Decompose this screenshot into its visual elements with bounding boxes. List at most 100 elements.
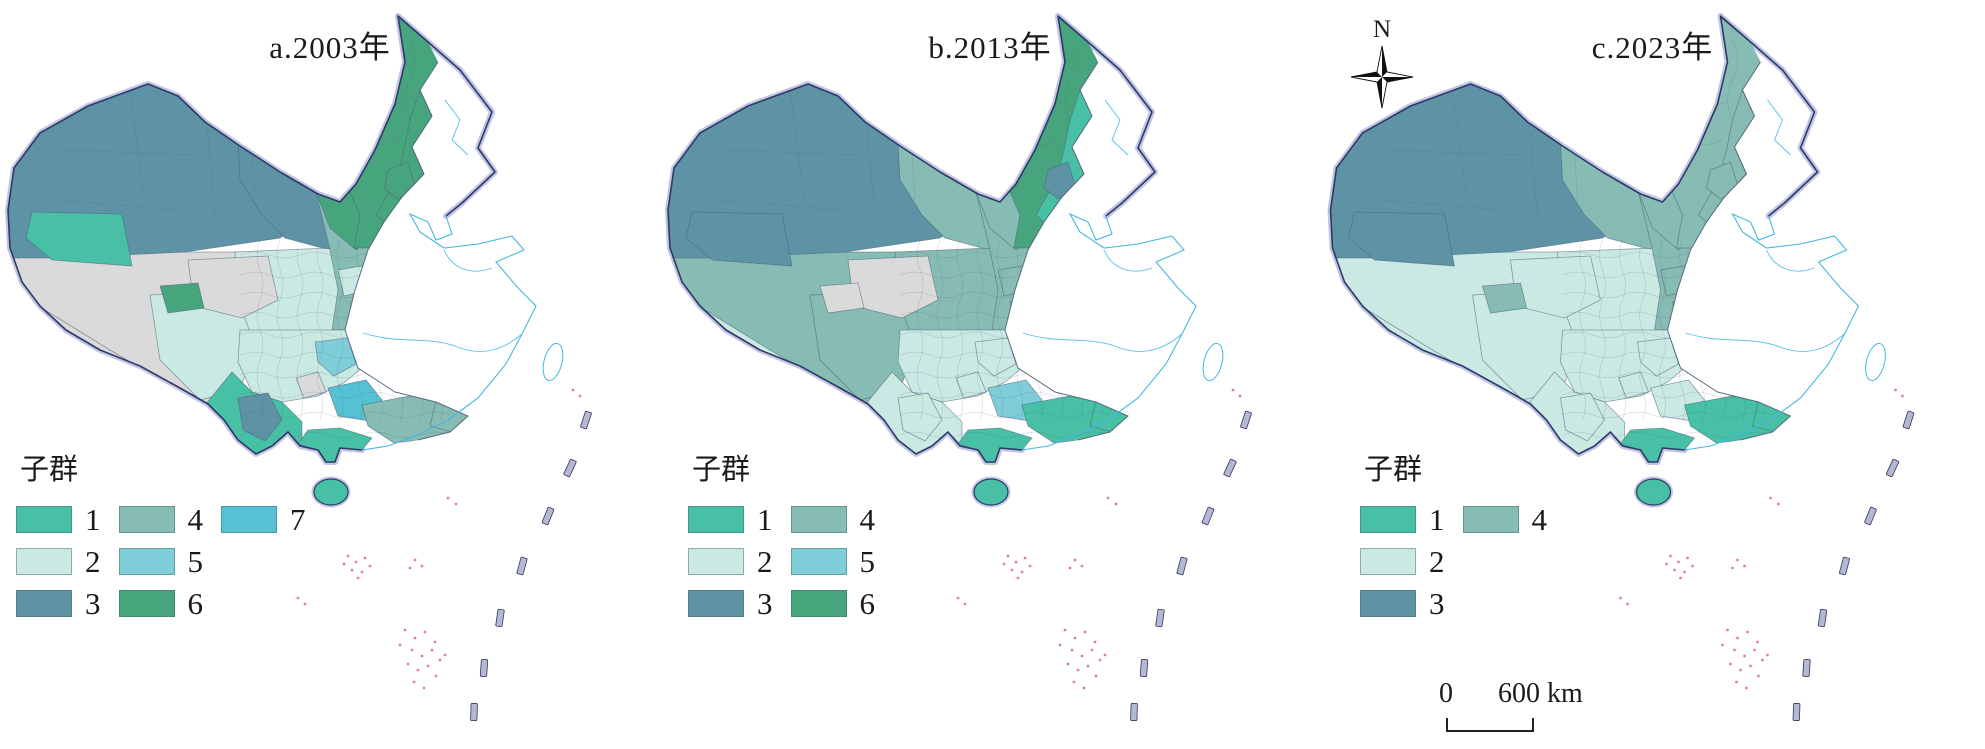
island-dot [1073,636,1077,640]
nine-dash-segment [470,703,478,721]
region-qaidam_small [1481,282,1527,314]
hainan-island [313,478,349,506]
island-dot [1766,653,1769,657]
island-dot [1106,496,1110,500]
north-arrow: N [1344,17,1420,117]
island-dot [1626,602,1629,606]
legend-item-cluster-7: 7 [221,504,306,535]
taiwan-island [542,342,564,382]
island-dot [1743,654,1746,658]
island-dot [1068,566,1072,570]
legend-item-cluster-3: 3 [16,588,101,619]
legend-swatch [118,506,175,533]
island-dot [1736,558,1739,562]
island-dot [1726,628,1729,632]
island-dot [438,658,442,662]
island-dot [1753,648,1756,652]
map-panel-2013: b.2013年 子群 1 2 3 4 5 6 [660,0,1320,749]
legend-swatch [790,590,847,617]
island-dot [1058,643,1062,647]
island-dot [956,596,960,600]
island-dot [1090,648,1094,652]
legend-column: 4 [1462,504,1547,617]
legend-label: 5 [859,544,876,579]
legend-item-cluster-6: 6 [118,588,203,619]
island-dot [356,576,360,580]
island-dot [1094,674,1098,678]
legend-label: 5 [187,544,204,579]
scale-bracket [1446,718,1534,732]
island-dot [1098,658,1102,662]
scale-start-label: 0 [1439,678,1453,709]
legend-label: 2 [85,544,101,579]
island-dot [1686,556,1689,560]
island-dot [1721,643,1724,647]
island-dot [1073,558,1077,562]
island-dot [1665,562,1668,566]
legend-item-cluster-2: 2 [688,546,773,577]
island-dot [1736,636,1739,640]
region-south_gray_blob [955,371,987,399]
legend-column: 4 5 6 [790,504,876,619]
panel-title-2003: a.2003年 [269,30,391,65]
region-sichuan_basin_patch [314,337,357,377]
hainan-island [1635,478,1672,506]
legend-swatch [118,590,175,617]
legend-grid: 1 2 3 4 [1360,504,1547,619]
region-xinjiang_sw [1348,211,1455,267]
legend-label: 3 [757,586,773,621]
nine-dash-segment [1885,458,1900,478]
hainan-island [973,478,1009,506]
island-dot [368,564,372,568]
legend-item-cluster-4: 4 [1462,504,1547,535]
compass-rose-icon [1350,45,1414,109]
legend-swatch [16,590,72,617]
rivers [1022,99,1183,352]
nine-dash-segment [541,506,555,526]
island-dot [350,568,354,572]
study-area-edge [1666,61,1792,441]
island-dot [412,680,416,684]
region-yunnan_steel [897,392,943,442]
panel-title-2023: c.2023年 [1591,30,1714,65]
nine-dash-segment [1240,410,1252,430]
legend-item-cluster-3: 3 [1360,588,1445,619]
island-dot [1777,502,1780,506]
region-yunnan_steel [1560,392,1605,442]
legend-item-cluster-3: 3 [688,586,773,621]
island-dot [1669,554,1672,558]
legend-swatch [1360,548,1416,575]
island-dot [571,388,575,392]
region-south_gray_blob [295,371,327,399]
coastline [361,212,537,451]
island-dot [1761,658,1764,662]
region-south_gray_blob [1617,371,1650,399]
national-border [667,15,1156,463]
region-sichuan_basin_patch [1637,337,1679,377]
island-dot [1086,664,1090,668]
legend-column: 7 [221,504,306,617]
china-map-2023-host [1320,0,1985,749]
island-dot [1002,562,1006,566]
legend-item-cluster-4: 4 [118,504,203,535]
legend-swatch [790,548,847,575]
island-dot [1745,686,1748,690]
island-dot [1677,560,1680,564]
island-dot [446,496,450,500]
legend-swatch [16,506,72,533]
scale-end-label: 600 km [1498,678,1583,709]
nine-dash-segment [1130,703,1138,721]
nine-dash-segment [580,410,592,430]
island-dot [420,564,424,568]
island-dot [578,394,582,398]
china-map-a [5,13,592,721]
nine-dash-segment [1817,608,1828,628]
island-dot [296,596,300,600]
nine-dash-segment [1802,658,1811,678]
island-dot [1020,570,1024,574]
rivers [1685,99,1845,352]
island-dot [1006,554,1010,558]
legend-item-cluster-1: 1 [1360,504,1445,535]
island-dot [416,668,420,672]
legend-item-cluster-4: 4 [790,504,875,535]
